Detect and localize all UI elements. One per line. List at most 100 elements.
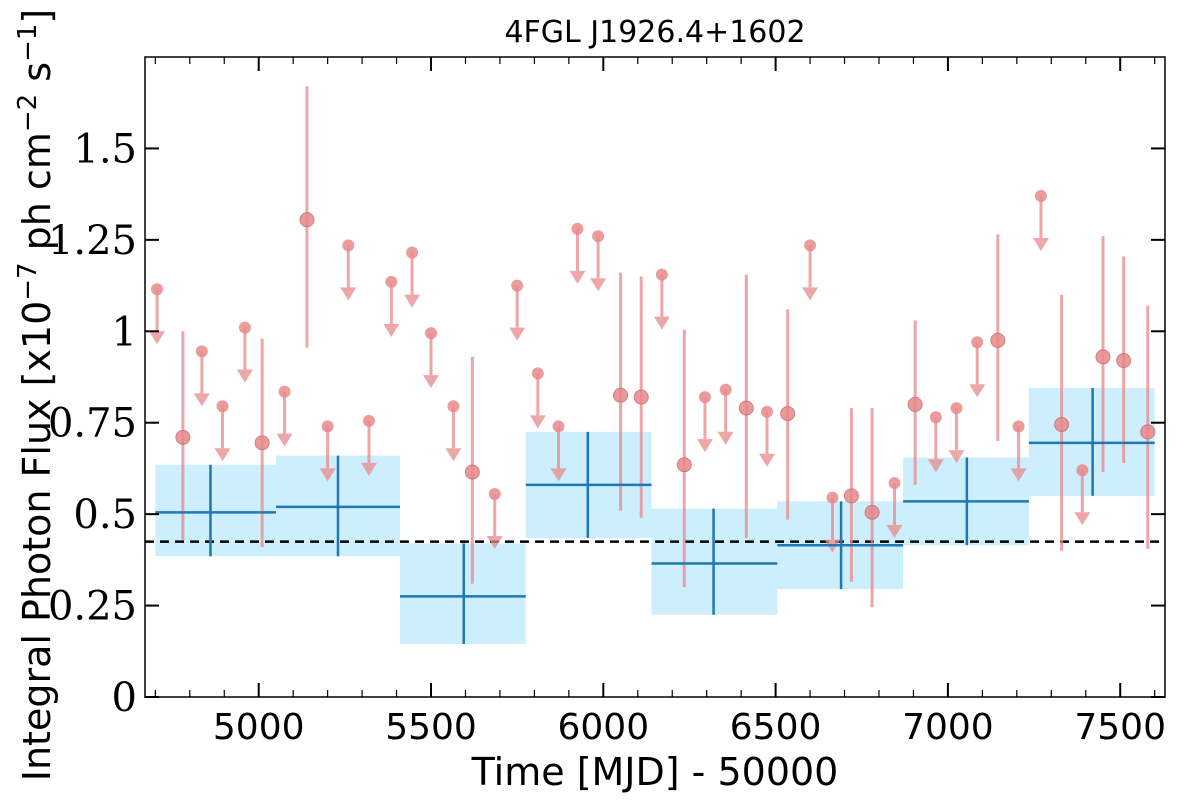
upper-limit-arrowhead (653, 316, 670, 330)
upper-limit-arrowhead (319, 468, 336, 482)
monthly-flux-point (613, 387, 629, 403)
y-tick-label: 0.5 (73, 492, 137, 538)
upper-limit-point (278, 385, 291, 398)
monthly-flux-point (299, 212, 315, 228)
binned-flux-boxes (155, 387, 1155, 644)
upper-limit-arrowhead (550, 468, 567, 482)
y-tick-label: 0.75 (48, 401, 137, 447)
upper-limit-point (971, 336, 984, 349)
y-tick-label: 1.25 (48, 218, 137, 264)
y-label-part-3: s (15, 62, 59, 94)
upper-limit-arrowhead (1032, 237, 1049, 251)
monthly-flux-point (676, 457, 692, 473)
monthly-flux-point (1054, 417, 1070, 433)
upper-limit-point (447, 400, 460, 413)
axis-ticks: 5000 5500 6000 6500 7000 7500 0 0.25 0.5 0.75 1 1.2… (48, 57, 1166, 748)
upper-limit-point (216, 400, 229, 413)
monthly-flux-point (1095, 349, 1111, 365)
x-tick-label: 6000 (557, 707, 649, 748)
upper-limit-arrowhead (360, 462, 377, 476)
y-tick-label: 1 (112, 309, 137, 355)
upper-limit-arrowhead (948, 450, 965, 464)
upper-limit-point (929, 411, 942, 424)
y-tick-label: 1.5 (73, 126, 137, 172)
upper-limit-point (571, 222, 584, 235)
upper-limit-arrowhead (486, 536, 503, 550)
upper-limit-arrowhead (214, 448, 231, 462)
upper-limit-arrowhead (717, 431, 734, 445)
upper-limit-point (511, 279, 524, 292)
upper-limit-point (592, 230, 605, 243)
upper-limit-arrowhead (569, 270, 586, 284)
upper-limit-point (1034, 189, 1047, 202)
y-label-exp-2: −2 (13, 94, 43, 132)
monthly-flux-point (1140, 424, 1156, 440)
x-axis-label: Time [MJD] - 50000 (471, 750, 839, 794)
x-tick-label: 6500 (730, 707, 822, 748)
monthly-flux-point (738, 400, 754, 416)
upper-limit-arrowhead (193, 393, 210, 407)
upper-limit-arrowhead (423, 375, 440, 389)
upper-limit-point (804, 239, 817, 252)
y-label-exp-1: −7 (13, 262, 43, 300)
upper-limit-arrowhead (590, 278, 607, 292)
x-tick-label: 7500 (1074, 707, 1166, 748)
upper-limit-point (760, 405, 773, 418)
upper-limit-point (151, 283, 164, 296)
upper-limit-point (950, 402, 963, 415)
upper-limit-point (425, 327, 438, 340)
upper-limit-arrowhead (149, 331, 166, 345)
upper-limit-point (719, 383, 732, 396)
monthly-flux-points (149, 86, 1156, 608)
upper-limit-point (488, 488, 501, 501)
upper-limit-point (531, 367, 544, 380)
upper-limit-point (406, 246, 419, 259)
monthly-flux-point (1116, 353, 1132, 369)
monthly-flux-point (843, 488, 859, 504)
upper-limit-arrowhead (529, 415, 546, 429)
monthly-flux-point (990, 332, 1006, 348)
upper-limit-arrowhead (886, 525, 903, 539)
upper-limit-arrowhead (404, 294, 421, 308)
upper-limit-point (698, 391, 711, 404)
upper-limit-arrowhead (236, 369, 253, 383)
upper-limit-arrowhead (445, 448, 462, 462)
upper-limit-point (552, 420, 565, 433)
upper-limit-arrowhead (969, 384, 986, 398)
y-axis-label: Integral Photon Flux [x10−7 ph cm−2 s−1] (13, 9, 59, 782)
monthly-flux-point (864, 504, 880, 520)
upper-limit-point (342, 239, 355, 252)
upper-limit-arrowhead (696, 439, 713, 453)
upper-limit-arrowhead (1010, 468, 1027, 482)
upper-limit-point (655, 268, 668, 281)
monthly-flux-point (175, 429, 191, 445)
upper-limit-point (195, 345, 208, 358)
upper-limit-arrowhead (509, 327, 526, 341)
monthly-flux-point (780, 406, 796, 422)
upper-limit-point (238, 321, 251, 334)
y-label-part-2: ph cm (15, 132, 59, 262)
upper-limit-arrowhead (340, 287, 357, 301)
y-label-exp-3: −1 (13, 24, 43, 62)
y-label-part-1: Integral Photon Flux [x10 (15, 301, 59, 782)
x-tick-label: 7000 (902, 707, 994, 748)
x-tick-label: 5500 (385, 707, 477, 748)
upper-limit-point (1076, 464, 1089, 477)
y-tick-label: 0 (112, 675, 137, 721)
upper-limit-arrowhead (802, 287, 819, 301)
upper-limit-point (826, 491, 839, 504)
y-label-part-4: ] (15, 9, 59, 24)
x-tick-label: 5000 (213, 707, 305, 748)
upper-limit-arrowhead (1074, 512, 1091, 526)
chart-title: 4FGL J1926.4+1602 (504, 15, 805, 50)
upper-limit-arrowhead (758, 453, 775, 467)
y-tick-label: 0.25 (48, 584, 137, 630)
upper-limit-arrowhead (383, 323, 400, 337)
upper-limit-point (321, 420, 334, 433)
monthly-flux-point (464, 464, 480, 480)
upper-limit-arrowhead (927, 459, 944, 473)
monthly-flux-point (633, 389, 649, 405)
upper-limit-point (385, 275, 398, 288)
monthly-flux-point (907, 396, 923, 412)
